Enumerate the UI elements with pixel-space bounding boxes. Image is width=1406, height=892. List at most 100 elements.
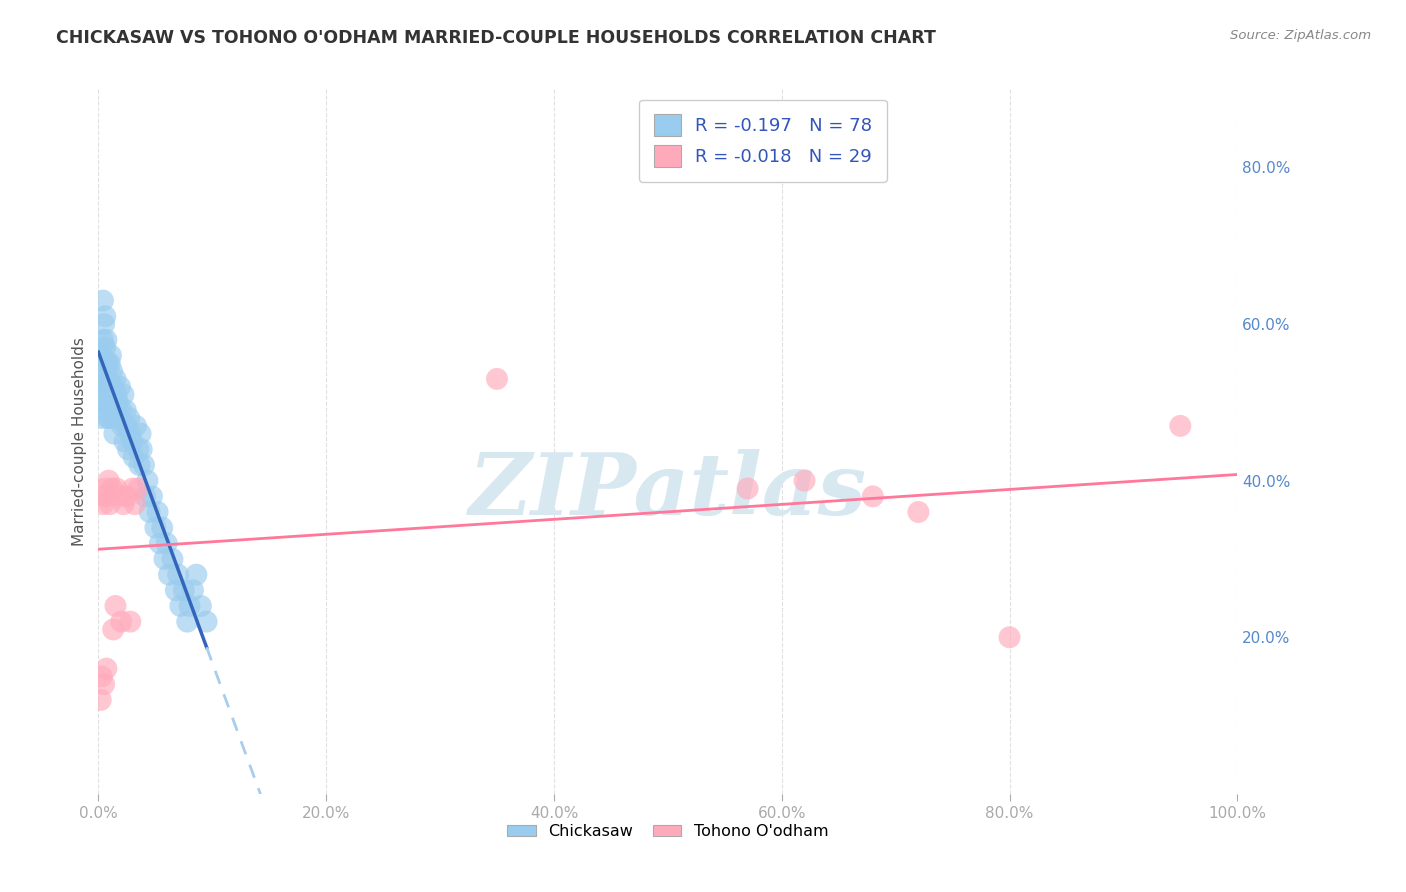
Point — [105, 482, 128, 496]
Point — [162, 552, 184, 566]
Point — [157, 567, 180, 582]
Point — [153, 552, 176, 566]
Point — [94, 372, 117, 386]
Point — [93, 317, 115, 331]
Point — [96, 395, 118, 409]
Point — [90, 364, 112, 378]
Point — [737, 482, 759, 496]
Point — [115, 418, 138, 433]
Point — [103, 623, 125, 637]
Text: Source: ZipAtlas.com: Source: ZipAtlas.com — [1230, 29, 1371, 42]
Point — [96, 662, 118, 676]
Point — [117, 442, 139, 457]
Point — [98, 497, 121, 511]
Point — [122, 450, 145, 465]
Point — [108, 489, 131, 503]
Point — [793, 474, 815, 488]
Point — [486, 372, 509, 386]
Point — [91, 497, 114, 511]
Point — [90, 693, 112, 707]
Point — [149, 536, 172, 550]
Text: ZIPatlas: ZIPatlas — [468, 449, 868, 533]
Point — [90, 348, 112, 362]
Point — [179, 599, 201, 613]
Point — [115, 489, 138, 503]
Point — [146, 505, 169, 519]
Point — [181, 583, 204, 598]
Point — [91, 333, 114, 347]
Point — [97, 474, 120, 488]
Point — [97, 372, 120, 386]
Point — [89, 380, 111, 394]
Point — [114, 403, 136, 417]
Point — [103, 426, 125, 441]
Point — [93, 380, 115, 394]
Point — [108, 411, 131, 425]
Point — [124, 497, 146, 511]
Point — [100, 348, 122, 362]
Point — [165, 583, 187, 598]
Point — [96, 333, 118, 347]
Point — [907, 505, 929, 519]
Point — [103, 411, 125, 425]
Point — [96, 356, 118, 370]
Point — [134, 489, 156, 503]
Point — [141, 489, 163, 503]
Point — [111, 418, 134, 433]
Point — [104, 403, 127, 417]
Point — [97, 395, 120, 409]
Point — [107, 395, 129, 409]
Y-axis label: Married-couple Households: Married-couple Households — [72, 337, 87, 546]
Point — [176, 615, 198, 629]
Point — [104, 599, 127, 613]
Point — [91, 293, 114, 308]
Point — [127, 482, 149, 496]
Point — [173, 583, 195, 598]
Point — [93, 356, 115, 370]
Point — [94, 341, 117, 355]
Point — [121, 434, 143, 449]
Point — [98, 411, 121, 425]
Point — [98, 356, 121, 370]
Point — [156, 536, 179, 550]
Point — [90, 395, 112, 409]
Point — [96, 380, 118, 394]
Legend: Chickasaw, Tohono O'odham: Chickasaw, Tohono O'odham — [501, 818, 835, 846]
Point — [128, 458, 150, 472]
Point — [112, 387, 135, 401]
Point — [108, 380, 131, 394]
Point — [105, 387, 128, 401]
Point — [190, 599, 212, 613]
Point — [125, 418, 148, 433]
Point — [110, 615, 132, 629]
Point — [100, 380, 122, 394]
Point — [114, 434, 136, 449]
Point — [195, 615, 218, 629]
Point — [96, 489, 118, 503]
Point — [93, 489, 115, 503]
Point — [110, 403, 132, 417]
Point — [129, 426, 152, 441]
Point — [101, 364, 124, 378]
Point — [862, 489, 884, 503]
Point — [93, 677, 115, 691]
Point — [136, 474, 159, 488]
Text: CHICKASAW VS TOHONO O'ODHAM MARRIED-COUPLE HOUSEHOLDS CORRELATION CHART: CHICKASAW VS TOHONO O'ODHAM MARRIED-COUP… — [56, 29, 936, 46]
Point — [121, 482, 143, 496]
Point — [94, 482, 117, 496]
Point — [90, 669, 112, 683]
Point — [167, 567, 190, 582]
Point — [127, 442, 149, 457]
Point — [131, 442, 153, 457]
Point — [90, 356, 112, 370]
Point — [118, 411, 141, 425]
Point — [98, 380, 121, 394]
Point — [103, 380, 125, 394]
Point — [101, 395, 124, 409]
Point — [96, 356, 118, 370]
Point — [998, 630, 1021, 644]
Point — [112, 497, 135, 511]
Point — [145, 521, 167, 535]
Point — [186, 567, 208, 582]
Point — [96, 411, 118, 425]
